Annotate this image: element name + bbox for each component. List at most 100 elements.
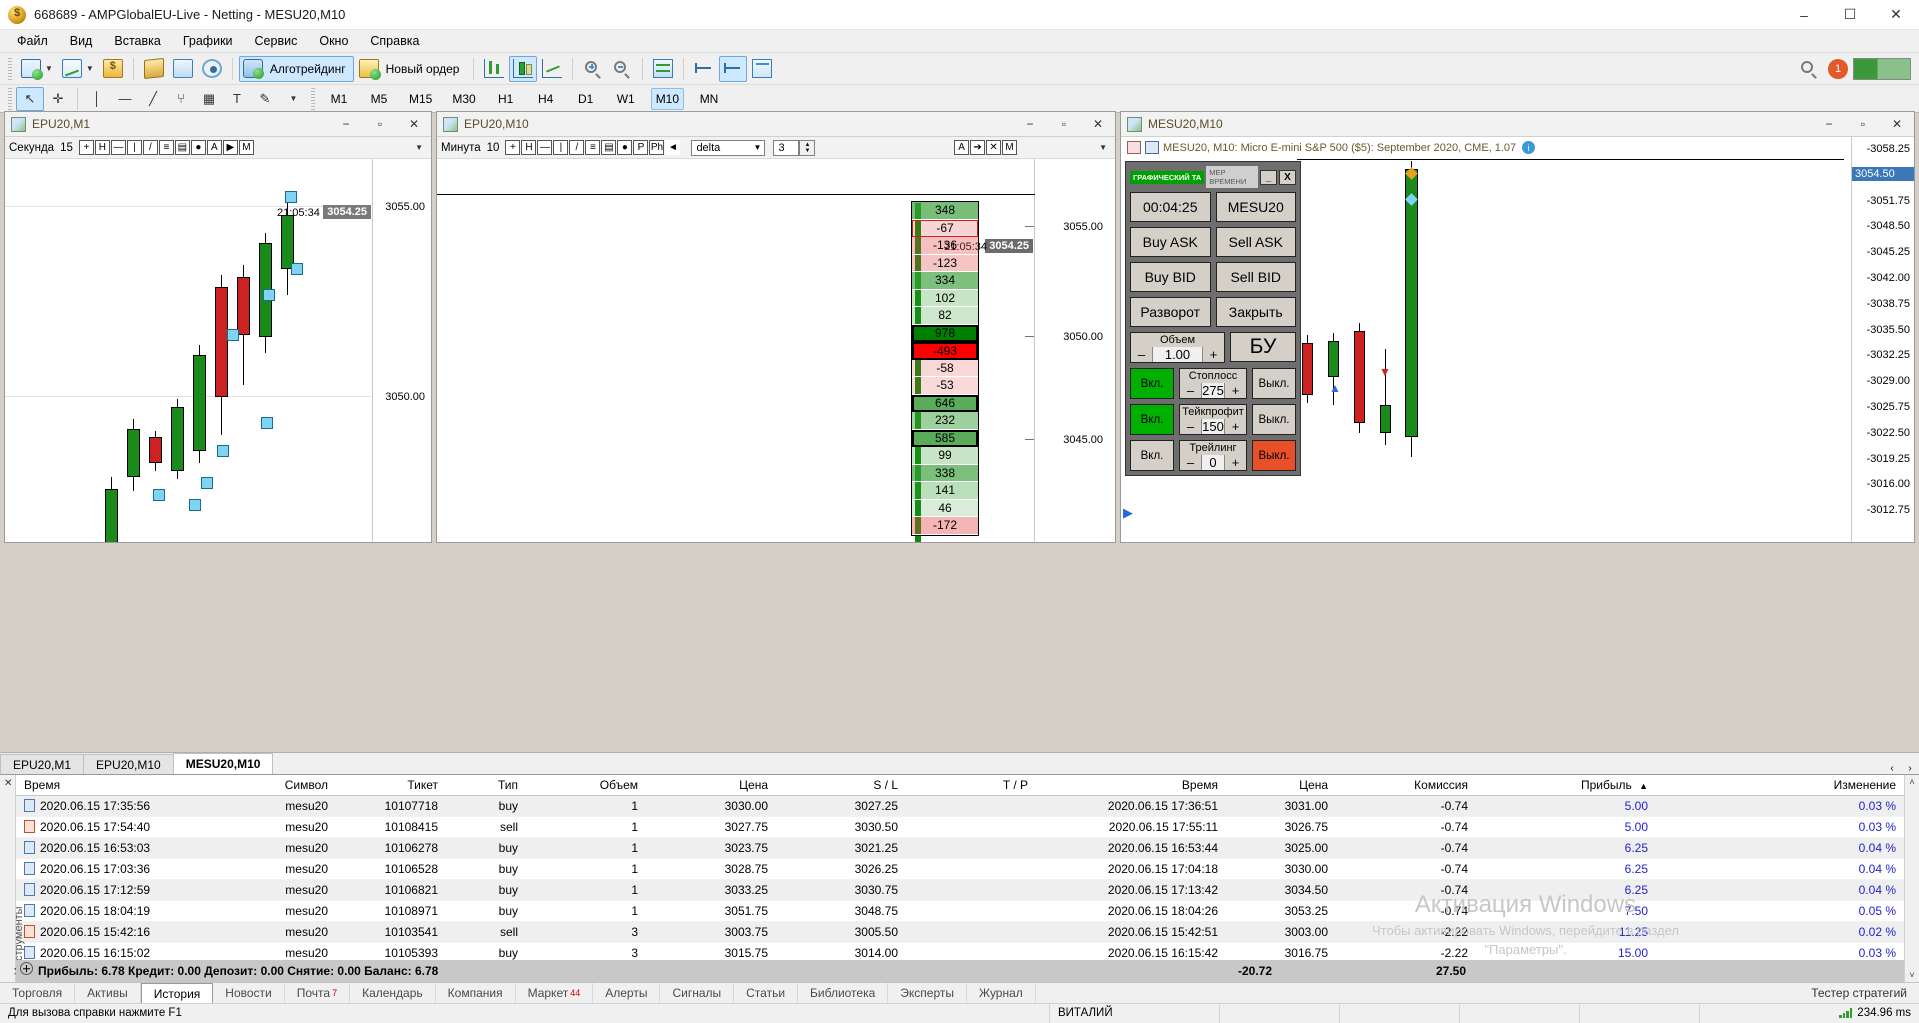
- bar-button[interactable]: |: [126, 140, 142, 155]
- close-icon[interactable]: ✕: [4, 778, 13, 789]
- menu-file[interactable]: Файл: [17, 34, 48, 48]
- dot-button[interactable]: ●: [617, 140, 633, 155]
- minus-button[interactable]: —: [537, 140, 553, 155]
- trailing-value[interactable]: 0: [1202, 455, 1224, 470]
- arrows-tool[interactable]: ✎: [259, 90, 271, 106]
- menu-help[interactable]: Справка: [370, 34, 420, 48]
- chart-close-button[interactable]: ✕: [1891, 117, 1903, 131]
- table-button[interactable]: ▤: [174, 140, 190, 155]
- dot-button[interactable]: ●: [190, 140, 206, 155]
- chart-tab-mesu20-m10[interactable]: MESU20,M10: [172, 753, 274, 774]
- buy-ask-button[interactable]: Buy ASK: [1130, 227, 1211, 257]
- terminal-tab-маркет[interactable]: Маркет 44: [516, 982, 594, 1004]
- vertical-line-tool[interactable]: │: [92, 91, 102, 106]
- h-button[interactable]: H: [94, 140, 110, 155]
- table-row[interactable]: 2020.06.15 17:54:40 mesu20 10108415 sell 1 30…: [16, 816, 1904, 838]
- history-vertical-scrollbar[interactable]: ˄ ˅: [1904, 775, 1919, 982]
- breakeven-button[interactable]: БУ: [1230, 332, 1296, 362]
- h-button[interactable]: H: [521, 140, 537, 155]
- chart-minimize-button[interactable]: −: [342, 117, 350, 131]
- table-row[interactable]: 2020.06.15 17:12:59 mesu20 10106821 buy 1 303…: [16, 879, 1904, 901]
- takeprofit-stepper[interactable]: – 150 +: [1180, 419, 1246, 434]
- menu-charts[interactable]: Графики: [182, 34, 233, 48]
- terminal-tab-библиотека[interactable]: Библиотека: [798, 982, 889, 1004]
- minimize-button[interactable]: –: [1800, 6, 1808, 23]
- chevron-down-icon[interactable]: ▼: [415, 143, 423, 152]
- stoploss-increment-button[interactable]: +: [1224, 383, 1246, 398]
- list-button[interactable]: ≡: [158, 140, 174, 155]
- info-icon[interactable]: i: [1522, 141, 1536, 154]
- volume-decrement-button[interactable]: –: [1131, 347, 1153, 362]
- panel-minimize-button[interactable]: _: [1260, 169, 1277, 185]
- stoploss-value[interactable]: 275: [1202, 383, 1224, 398]
- col-price-out[interactable]: Цена: [1226, 775, 1336, 796]
- chevron-down-icon[interactable]: ▼: [45, 64, 53, 73]
- terminal-tab-почта[interactable]: Почта 7: [285, 982, 351, 1004]
- mode-number-input[interactable]: 3: [773, 139, 800, 156]
- timeframe-h4[interactable]: H4: [538, 91, 554, 106]
- terminal-tab-календарь[interactable]: Календарь: [350, 982, 436, 1004]
- list-button[interactable]: ≡: [585, 140, 601, 155]
- ph-button[interactable]: ▶: [222, 140, 238, 155]
- menu-insert[interactable]: Вставка: [114, 34, 161, 48]
- terminal-tab-алерты[interactable]: Алерты: [593, 982, 661, 1004]
- trendline-tool[interactable]: ╱: [149, 90, 157, 106]
- reverse-button[interactable]: Разворот: [1130, 297, 1211, 327]
- trailing-on-button[interactable]: Вкл.: [1130, 440, 1174, 471]
- volume-value[interactable]: 1.00: [1153, 347, 1202, 362]
- menu-window[interactable]: Окно: [319, 34, 349, 48]
- takeprofit-on-button[interactable]: Вкл.: [1130, 404, 1174, 435]
- trailing-stepper[interactable]: – 0 +: [1180, 455, 1246, 470]
- col-profit[interactable]: Прибыль ▲: [1476, 775, 1656, 796]
- chart-maximize-button[interactable]: ▫: [1061, 117, 1067, 131]
- chart-close-button[interactable]: ✕: [408, 117, 420, 131]
- timeframe-d1[interactable]: D1: [578, 91, 594, 106]
- chart-canvas-right[interactable]: MESU20, M10: Micro E-mini S&P 500 ($5): …: [1121, 137, 1914, 542]
- table-row[interactable]: 2020.06.15 16:53:03 mesu20 10106278 buy 1 302…: [16, 837, 1904, 859]
- cursor-tool[interactable]: ↖: [16, 86, 44, 111]
- terminal-tab-история[interactable]: История: [140, 982, 214, 1004]
- timeframe-m15[interactable]: M15: [409, 91, 433, 106]
- timeframe-h1[interactable]: H1: [498, 91, 514, 106]
- candlestick-chart-button[interactable]: [509, 55, 538, 82]
- shapes-tool[interactable]: ▦: [202, 90, 216, 106]
- col-sl[interactable]: S / L: [776, 775, 906, 796]
- bar-button[interactable]: |: [553, 140, 569, 155]
- table-row[interactable]: 2020.06.15 17:03:36 mesu20 10106528 buy 1 302…: [16, 858, 1904, 880]
- terminal-tab-сигналы[interactable]: Сигналы: [660, 982, 735, 1004]
- col-type[interactable]: Тип: [446, 775, 526, 796]
- volume-stepper[interactable]: – 1.00 +: [1131, 347, 1224, 362]
- chart-tabs-scroll-left[interactable]: ‹: [1890, 763, 1894, 774]
- trailing-off-button[interactable]: Выкл.: [1252, 440, 1296, 471]
- timeframe-m10[interactable]: M10: [650, 87, 685, 110]
- chart-maximize-button[interactable]: ▫: [377, 117, 383, 131]
- chart-windows-button[interactable]: ▼: [58, 56, 98, 82]
- elliott-wave-tool[interactable]: ⑂: [177, 91, 185, 106]
- mode-number-stepper[interactable]: ▲ ▼: [799, 139, 816, 156]
- stoploss-decrement-button[interactable]: –: [1180, 383, 1202, 398]
- table-row[interactable]: 2020.06.15 16:15:02 mesu20 10105393 buy 3 301…: [16, 942, 1904, 960]
- signals-button[interactable]: [198, 56, 226, 82]
- col-change[interactable]: Изменение: [1656, 775, 1904, 796]
- timeframe-grip[interactable]: [311, 87, 315, 110]
- stoploss-stepper[interactable]: – 275 +: [1180, 383, 1246, 398]
- table-row[interactable]: 2020.06.15 15:42:16 mesu20 10103541 sell 3 30…: [16, 921, 1904, 943]
- trailing-increment-button[interactable]: +: [1224, 455, 1246, 470]
- chevron-down-icon[interactable]: ▼: [85, 64, 94, 73]
- save-icon[interactable]: [1145, 141, 1159, 154]
- table-button[interactable]: ▤: [601, 140, 617, 155]
- col-tp[interactable]: T / P: [906, 775, 1036, 796]
- timeframe-w1[interactable]: W1: [616, 91, 635, 106]
- chart-canvas-left[interactable]: 3055.00 3050.00 3054.25 21:05:34: [5, 159, 431, 542]
- chart-canvas-mid[interactable]: 3055.00 3050.00 3045.00 3054.25 21:05:34…: [437, 159, 1115, 542]
- algotrading-button[interactable]: Алготрейдинг: [238, 55, 354, 82]
- trailing-decrement-button[interactable]: –: [1180, 455, 1202, 470]
- indicators-button[interactable]: [748, 56, 776, 82]
- expand-icon[interactable]: ＋: [20, 962, 33, 975]
- horizontal-line-tool[interactable]: —: [118, 91, 132, 106]
- chart-minimize-button[interactable]: −: [1026, 117, 1034, 131]
- m-button[interactable]: M: [1002, 140, 1018, 155]
- indicator-list-icon[interactable]: [1127, 141, 1141, 154]
- timeframe-mn[interactable]: MN: [699, 91, 719, 106]
- col-symbol[interactable]: Символ: [216, 775, 336, 796]
